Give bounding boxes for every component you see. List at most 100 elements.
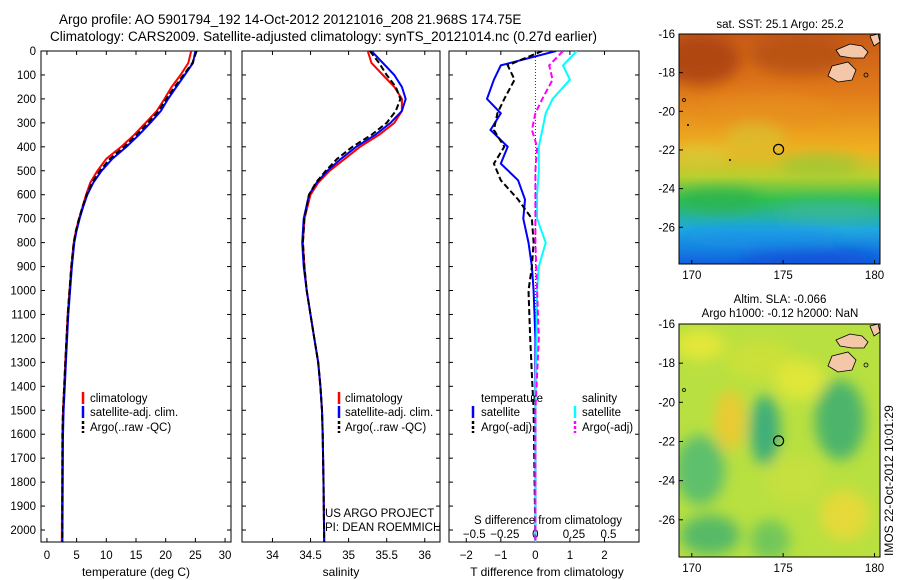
x-tick-label: 1 [567, 550, 573, 562]
legend-targo-label: Argo(-adj) [481, 422, 532, 434]
sdiff-satellite-line [534, 51, 578, 542]
x-tick-label: 35.5 [375, 550, 397, 562]
legend-temperature-header: temperature [481, 393, 543, 405]
x-tick-label: 2 [601, 550, 607, 562]
salinity-plot-frame [241, 50, 441, 543]
map-y-tick-label: -16 [658, 29, 675, 41]
sla-land-island-2 [827, 351, 857, 373]
x-tick-label: 34.5 [299, 550, 321, 562]
project-label: US ARGO PROJECT [325, 508, 434, 520]
map-y-tick-label: -18 [658, 68, 675, 80]
depth-tick-label: 1800 [10, 477, 36, 489]
legend-climatology-label: climatology [90, 393, 148, 405]
depth-tick-label: 1500 [10, 405, 36, 417]
temperature-xlabel: temperature (deg C) [82, 565, 190, 579]
temperature-x-axis: 0 5 10 15 20 25 30 [44, 51, 232, 562]
map-y-tick-label: -24 [658, 476, 675, 488]
x-tick-label: 25 [189, 550, 202, 562]
legend-salinity-header: salinity [582, 393, 617, 405]
legend-ssat-label: satellite [582, 407, 621, 419]
x-tick-label: 15 [130, 550, 143, 562]
legend-tsat-label: satellite [481, 407, 520, 419]
salinity-xlabel: salinity [323, 565, 360, 579]
depth-tick-label: 200 [17, 94, 36, 106]
difference-legend: temperature salinity satellite Argo(-adj… [471, 393, 633, 434]
depth-tick-label: 1900 [10, 501, 36, 513]
sla-map-title-1: Altim. SLA: -0.066 [734, 294, 827, 306]
map-y-tick-label: -20 [658, 106, 675, 118]
sla-map-title-2: Argo h1000: -0.12 h2000: NaN [702, 308, 859, 320]
legend-argo-label: Argo(..raw -QC) [90, 422, 171, 434]
salinity-satellite-line [301, 51, 407, 542]
header-line2: Climatology: CARS2009. Satellite-adjuste… [50, 29, 597, 44]
s-difference-axis-title: S difference from climatology [474, 515, 622, 527]
map-x-tick-label: 180 [865, 270, 884, 282]
map-y-tick-label: -22 [658, 436, 675, 448]
map-x-tick-label: 175 [774, 563, 793, 575]
pi-label: PI: DEAN ROEMMICH [325, 522, 441, 534]
s-difference-tick-label: 0.25 [563, 529, 585, 541]
x-tick-label: 20 [159, 550, 172, 562]
x-tick-label: 30 [219, 550, 232, 562]
sst-land-island [835, 43, 869, 59]
depth-tick-label: 100 [17, 70, 36, 82]
sla-map-frame [678, 323, 881, 558]
depth-tick-label: 1000 [10, 286, 36, 298]
map-x-tick-label: 170 [682, 563, 701, 575]
temperature-satellite-line [61, 51, 197, 542]
temperature-legend: climatology satellite-adj. clim. Argo(..… [81, 392, 178, 434]
legend-argo-label: Argo(..raw -QC) [345, 422, 426, 434]
depth-tick-label: 1100 [11, 309, 36, 321]
map-y-tick-label: -26 [658, 222, 675, 234]
t-difference-xlabel: T difference from climatology [470, 565, 624, 579]
depth-tick-label: 1400 [10, 381, 36, 393]
map-y-tick-label: -24 [658, 184, 675, 196]
s-difference-axis: −0.5 −0.25 0 0.25 0.5 [463, 529, 617, 541]
depth-tick-label: 900 [17, 262, 36, 274]
legend-satellite-label: satellite-adj. clim. [345, 407, 433, 419]
s-difference-tick-label: −0.5 [463, 529, 486, 541]
x-tick-label: 34 [266, 550, 279, 562]
x-tick-label: 0 [532, 550, 538, 562]
temperature-climatology-line [60, 51, 193, 542]
depth-tick-label: 400 [17, 142, 36, 154]
header-line1: Argo profile: AO 5901794_192 14-Oct-2012… [59, 12, 521, 27]
legend-climatology-label: climatology [345, 393, 403, 405]
legend-satellite-label: satellite-adj. clim. [90, 407, 178, 419]
x-tick-label: 0 [44, 550, 50, 562]
map-y-tick-label: -26 [658, 515, 675, 527]
salinity-x-axis: 34 34.5 35 35.5 36 [266, 51, 431, 562]
difference-plot-frame [448, 50, 640, 543]
x-tick-label: 35 [342, 550, 355, 562]
map-y-tick-label: -22 [658, 145, 675, 157]
sla-heatmap [679, 324, 880, 557]
tdiff-argo-line [492, 51, 543, 542]
s-difference-tick-label: 0.5 [600, 529, 616, 541]
x-tick-label: 10 [100, 550, 113, 562]
depth-tick-label: 1600 [10, 429, 36, 441]
map-y-tick-label: -16 [658, 319, 675, 331]
salinity-argo-line [301, 51, 402, 542]
sdiff-argo-line [530, 51, 564, 542]
sla-map-axes: 170 175 180 -16 -18 -20 -22 -24 -26 [658, 319, 884, 575]
depth-tick-label: 1300 [10, 357, 36, 369]
sla-land-island [835, 333, 869, 349]
sla-land-island-3 [869, 324, 880, 337]
sst-land-island-2 [827, 61, 857, 83]
x-tick-label: 36 [418, 550, 431, 562]
map-y-tick-label: -20 [658, 397, 675, 409]
depth-tick-label: 500 [17, 166, 36, 178]
legend-sargo-label: Argo(-adj) [582, 422, 633, 434]
salinity-legend: climatology satellite-adj. clim. Argo(..… [337, 392, 433, 434]
sst-heatmap [679, 34, 880, 264]
depth-axis: 0 100 200 300 400 500 600 700 800 900 1000 1100 1200… [10, 46, 639, 537]
map-y-tick-label: -18 [658, 358, 675, 370]
tdiff-satellite-line [485, 51, 557, 542]
x-tick-label: −1 [494, 550, 507, 562]
sst-map-axes: 170 175 180 -16 -18 -20 -22 -24 -26 [658, 29, 884, 282]
temperature-argo-line [61, 51, 198, 542]
map-x-tick-label: 180 [865, 563, 884, 575]
depth-tick-label: 1700 [10, 453, 36, 465]
sla-argo-location-marker [772, 435, 785, 447]
